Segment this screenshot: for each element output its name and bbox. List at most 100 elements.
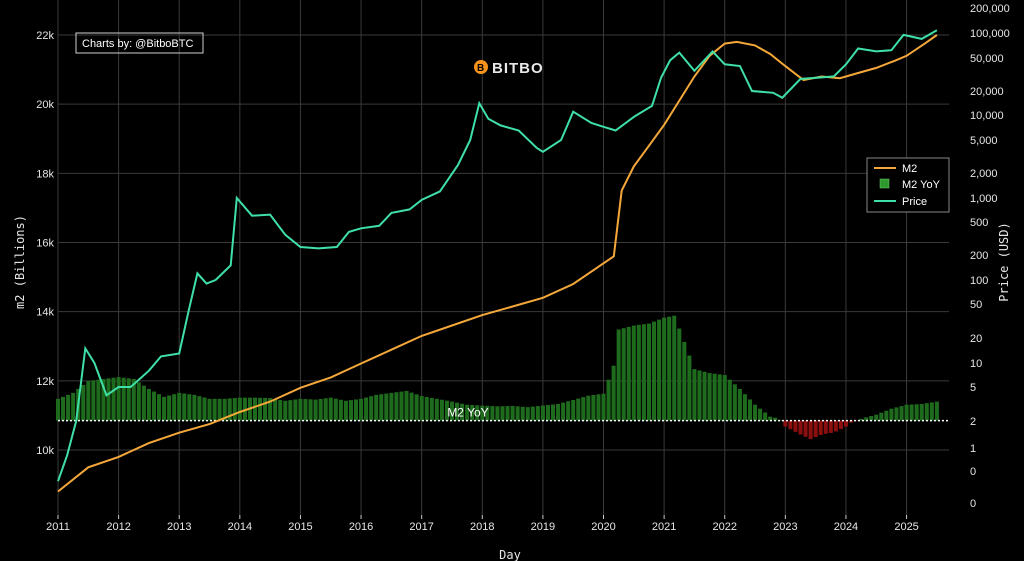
yoy-bar xyxy=(606,379,611,421)
yoy-bar xyxy=(843,420,848,427)
yoy-bar xyxy=(611,365,616,421)
right-tick-label: 0 xyxy=(970,466,976,478)
yoy-bar xyxy=(525,407,530,421)
yoy-bar xyxy=(591,394,596,421)
yoy-bar xyxy=(399,391,404,421)
yoy-bar xyxy=(778,419,783,421)
legend-item-price[interactable]: Price xyxy=(874,196,927,208)
yoy-bar xyxy=(909,404,914,421)
yoy-bar xyxy=(389,392,394,421)
yoy-bar xyxy=(227,398,232,421)
left-tick-label: 14k xyxy=(36,307,54,319)
yoy-bar xyxy=(348,400,353,421)
yoy-bar xyxy=(727,379,732,421)
yoy-bar xyxy=(475,405,480,421)
right-tick-label: 5 xyxy=(970,382,976,394)
yoy-bar xyxy=(460,403,465,421)
yoy-bar xyxy=(293,399,298,421)
yoy-bar xyxy=(737,388,742,421)
yoy-bar xyxy=(86,381,91,421)
yoy-bar xyxy=(682,341,687,421)
yoy-bar xyxy=(303,399,308,421)
left-tick-label: 12k xyxy=(36,376,54,388)
yoy-bar xyxy=(783,420,788,427)
legend-swatch-m2-yoy xyxy=(879,178,890,189)
yoy-bar xyxy=(510,405,515,421)
brand-name: BITBO xyxy=(492,60,544,77)
yoy-bar xyxy=(859,418,864,421)
yoy-bar xyxy=(495,406,500,421)
right-tick-label: 10 xyxy=(970,358,982,370)
x-tick-label: 2024 xyxy=(834,521,858,533)
yoy-bar xyxy=(369,396,374,421)
yoy-bar xyxy=(449,401,454,421)
yoy-bar xyxy=(465,404,470,421)
x-tick-label: 2017 xyxy=(409,521,433,533)
yoy-bar xyxy=(879,412,884,421)
yoy-bar xyxy=(283,400,288,421)
yoy-bar xyxy=(662,317,667,421)
yoy-bar xyxy=(818,420,823,435)
yoy-bar xyxy=(702,371,707,421)
yoy-bar-layer xyxy=(55,315,939,440)
yoy-bar xyxy=(141,385,146,421)
yoy-bar xyxy=(343,400,348,421)
left-tick-label: 18k xyxy=(36,168,54,180)
yoy-bar xyxy=(854,420,859,422)
yoy-bar xyxy=(106,378,111,421)
yoy-bar xyxy=(384,393,389,421)
right-tick-label: 200,000 xyxy=(970,3,1010,15)
legend-item-m2-yoy[interactable]: M2 YoY xyxy=(879,178,941,191)
yoy-bar xyxy=(556,403,561,421)
yoy-bar xyxy=(470,405,475,421)
right-tick-label: 1,000 xyxy=(970,193,998,205)
yoy-bar xyxy=(692,369,697,421)
yoy-bar xyxy=(237,397,242,421)
yoy-bar xyxy=(848,420,854,423)
left-axis-title: m2 (Billions) xyxy=(13,215,27,309)
yoy-bar xyxy=(889,408,894,421)
x-tick-label: 2012 xyxy=(106,521,130,533)
yoy-bar xyxy=(379,394,384,421)
yoy-bar xyxy=(561,402,566,421)
yoy-bar xyxy=(328,397,333,421)
yoy-bar xyxy=(444,400,449,421)
yoy-bar xyxy=(151,391,156,421)
yoy-bar xyxy=(359,398,364,421)
yoy-bar xyxy=(258,397,263,421)
legend-item-m2[interactable]: M2 xyxy=(874,163,917,175)
yoy-bar xyxy=(338,399,343,421)
x-tick-label: 2018 xyxy=(470,521,494,533)
yoy-bar xyxy=(788,420,793,430)
price-line xyxy=(57,29,938,482)
right-tick-label: 5,000 xyxy=(970,135,998,147)
yoy-bar xyxy=(636,324,641,421)
yoy-bar xyxy=(439,399,444,421)
yoy-bar xyxy=(116,377,121,421)
yoy-bar xyxy=(803,420,808,437)
yoy-bar xyxy=(793,420,798,432)
yoy-bar xyxy=(641,324,646,421)
yoy-bar xyxy=(404,390,409,421)
yoy-bar xyxy=(646,323,651,421)
yoy-bar xyxy=(884,410,889,421)
yoy-bar xyxy=(929,402,934,421)
yoy-bar xyxy=(288,400,293,421)
right-tick-label: 2 xyxy=(970,416,976,428)
x-tick-label: 2020 xyxy=(591,521,615,533)
x-tick-label: 2025 xyxy=(894,521,918,533)
left-tick-label: 20k xyxy=(36,99,54,111)
right-tick-label: 500 xyxy=(970,217,988,229)
yoy-bar xyxy=(66,394,71,421)
yoy-bar xyxy=(434,398,439,421)
right-tick-label: 1 xyxy=(970,443,976,455)
bitbo-logo-icon xyxy=(474,60,488,74)
legend: M2 M2 YoY Price xyxy=(866,157,950,213)
yoy-bar xyxy=(864,417,869,421)
yoy-bar xyxy=(717,374,722,421)
yoy-bar xyxy=(753,404,758,421)
yoy-bar xyxy=(61,396,66,421)
right-tick-label: 100 xyxy=(970,275,988,287)
yoy-bar xyxy=(177,392,182,421)
bitbo-logo-glyph: B xyxy=(477,63,484,74)
